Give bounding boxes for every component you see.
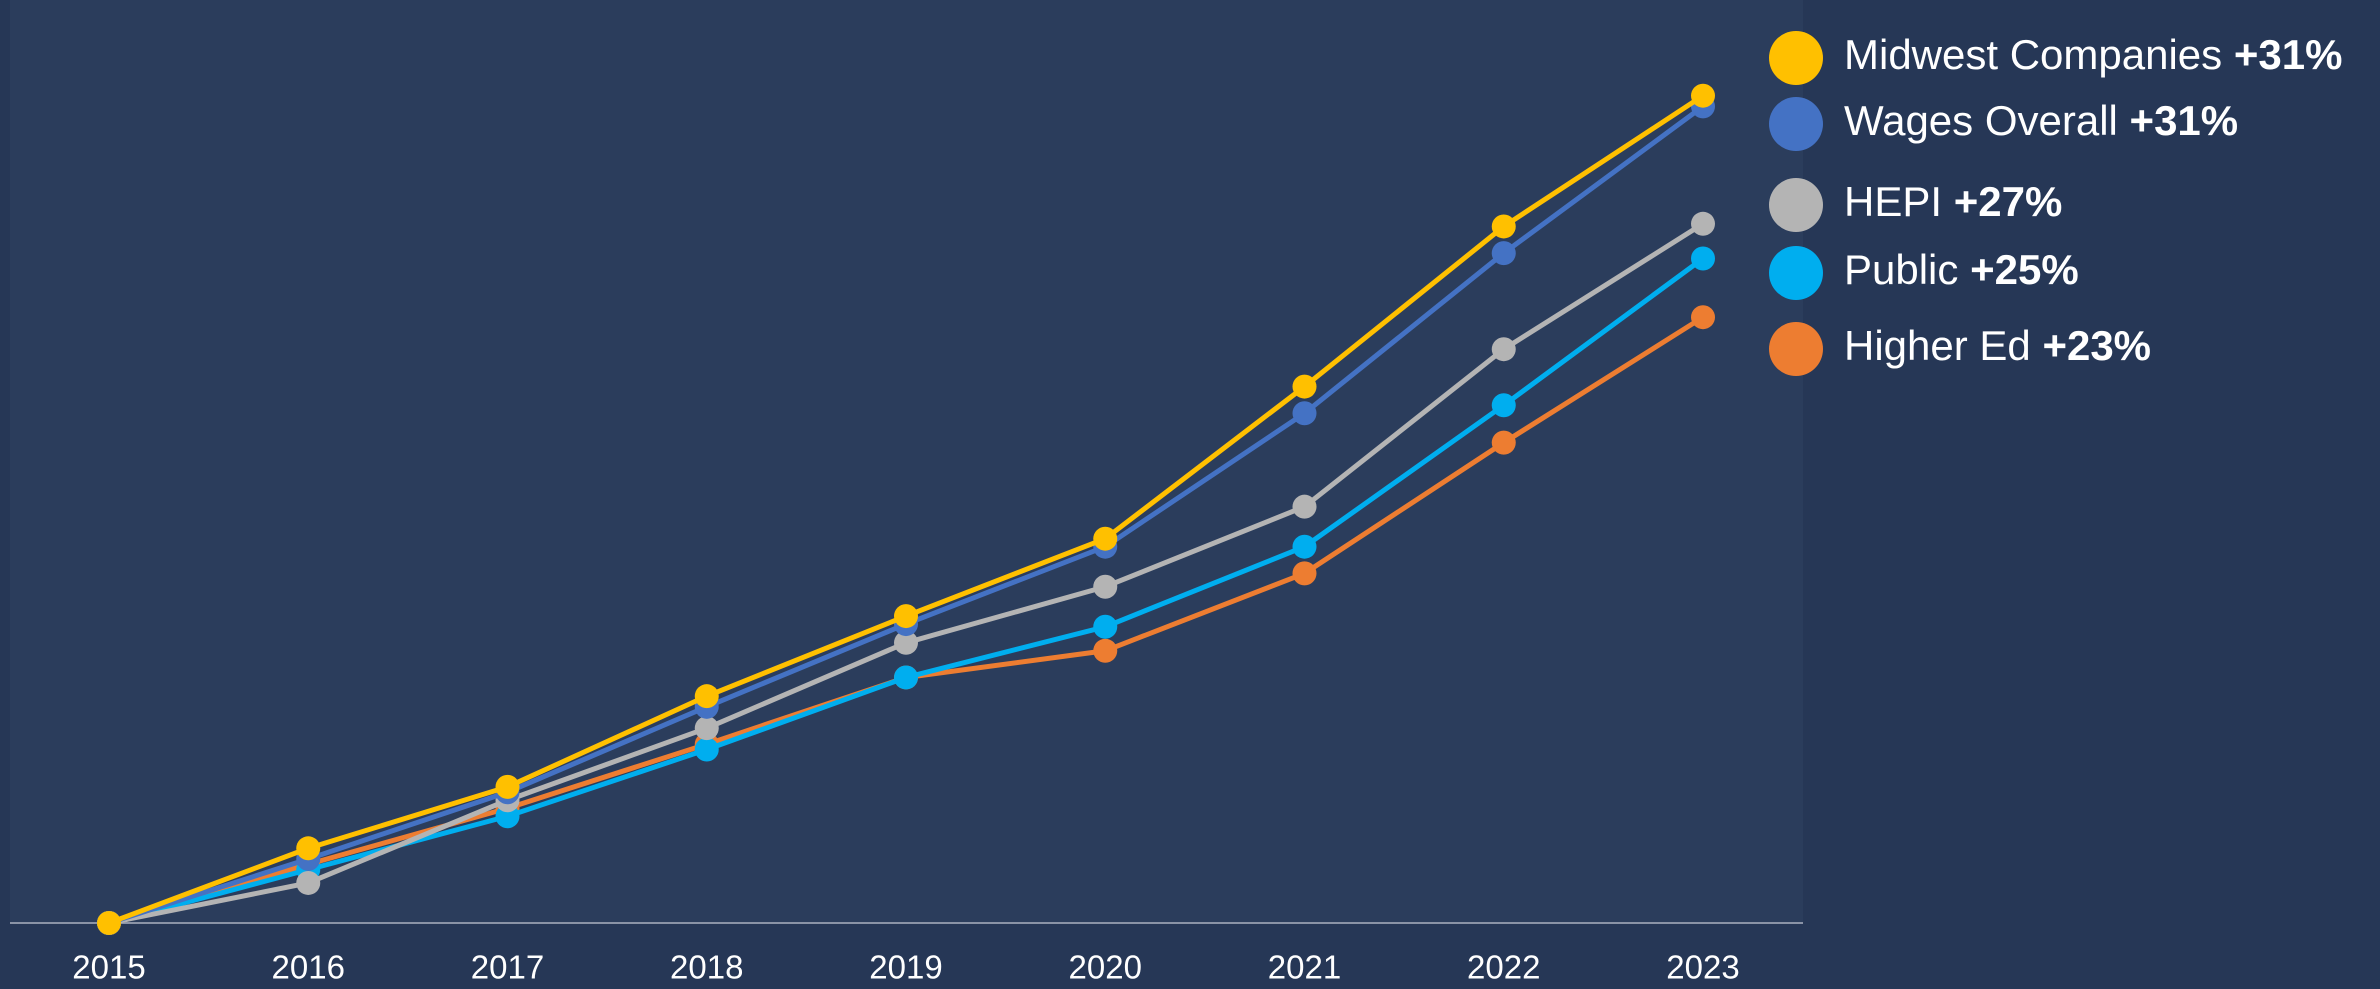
- data-point: [1691, 246, 1715, 271]
- legend-label: Higher Ed +23%: [1844, 322, 2151, 369]
- legend-label: HEPI +27%: [1844, 178, 2062, 225]
- x-tick-label: 2017: [471, 949, 544, 986]
- data-point: [1093, 526, 1118, 551]
- data-point: [1292, 561, 1317, 586]
- legend-change: +25%: [1970, 246, 2079, 293]
- data-point: [296, 870, 321, 895]
- legend-change: +31%: [2234, 31, 2343, 78]
- data-point: [1292, 374, 1317, 399]
- data-point: [1491, 393, 1516, 418]
- data-point: [894, 604, 918, 629]
- data-point: [894, 665, 918, 690]
- legend-change: +23%: [2042, 322, 2151, 369]
- legend-swatch: [1769, 31, 1823, 85]
- legend-label: Midwest Companies +31%: [1844, 31, 2342, 78]
- data-point: [1292, 401, 1317, 426]
- data-point: [1691, 83, 1715, 108]
- x-tick-label: 2016: [272, 949, 345, 986]
- legend-name: Midwest Companies: [1844, 31, 2222, 78]
- data-point: [1093, 638, 1118, 663]
- legend-name: Wages Overall: [1844, 97, 2118, 144]
- data-point: [1292, 534, 1317, 559]
- data-point: [894, 630, 918, 655]
- data-point: [694, 716, 719, 741]
- x-tick-label: 2020: [1069, 949, 1142, 986]
- data-point: [1691, 305, 1715, 330]
- data-point: [495, 774, 520, 799]
- data-point: [1093, 574, 1118, 599]
- legend-swatch: [1769, 322, 1823, 376]
- data-point: [296, 836, 321, 861]
- data-point: [1491, 430, 1516, 455]
- x-tick-label: 2023: [1666, 949, 1739, 986]
- legend-swatch: [1769, 97, 1823, 151]
- data-point: [97, 911, 121, 935]
- legend-change: +27%: [1954, 178, 2063, 225]
- data-point: [1491, 337, 1516, 362]
- legend-label: Wages Overall +31%: [1844, 97, 2238, 144]
- legend-swatch: [1769, 178, 1823, 232]
- x-tick-label: 2018: [670, 949, 743, 986]
- data-point: [1093, 614, 1118, 639]
- x-tick-label: 2022: [1467, 949, 1540, 986]
- legend-label: Public +25%: [1844, 246, 2079, 293]
- x-tick-label: 2019: [869, 949, 942, 986]
- data-point: [1491, 214, 1516, 239]
- data-point: [694, 684, 719, 709]
- data-point: [1292, 494, 1317, 519]
- plot-area: [10, 0, 1803, 923]
- x-tick-label: 2015: [72, 949, 145, 986]
- legend-name: HEPI: [1844, 178, 1942, 225]
- data-point: [694, 737, 719, 762]
- legend-name: Higher Ed: [1844, 322, 2031, 369]
- data-point: [1491, 241, 1516, 266]
- data-point: [1691, 211, 1715, 236]
- legend-change: +31%: [2130, 97, 2239, 144]
- x-tick-label: 2021: [1268, 949, 1341, 986]
- legend-swatch: [1769, 246, 1823, 300]
- legend-name: Public: [1844, 246, 1958, 293]
